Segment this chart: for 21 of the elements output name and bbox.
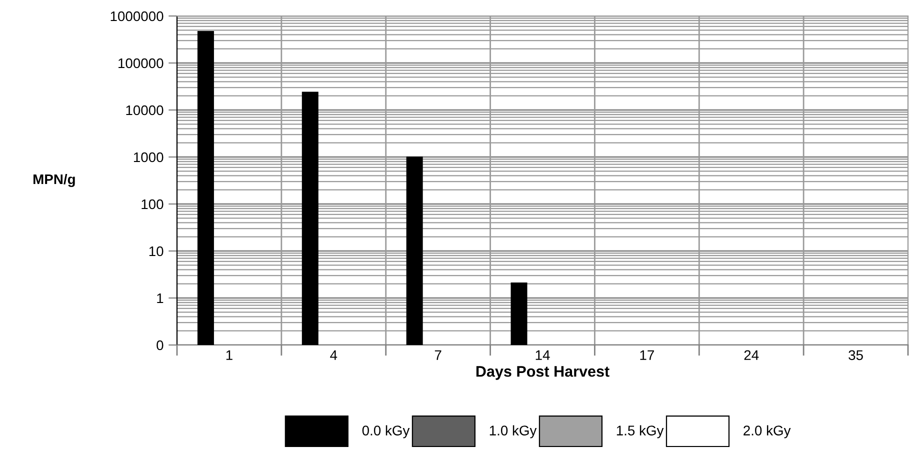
legend-label: 0.0 kGy bbox=[362, 425, 410, 438]
y-tick-label: 1000000 bbox=[110, 11, 164, 22]
x-tick-label: 7 bbox=[434, 350, 442, 360]
x-tick-label: 17 bbox=[640, 350, 654, 360]
y-tick-label: 10000 bbox=[126, 105, 164, 116]
y-tick-label: 10 bbox=[149, 246, 164, 256]
legend-label: 1.0 kGy bbox=[490, 425, 537, 438]
x-axis-title: Days Post Harvest bbox=[476, 366, 610, 380]
y-axis-title: MPN/g bbox=[34, 174, 75, 188]
x-tick-label: 4 bbox=[330, 350, 338, 360]
y-tick-label: 1000 bbox=[134, 152, 164, 162]
y-tick-label: 100 bbox=[142, 199, 164, 210]
y-tick-label: 0 bbox=[156, 340, 164, 350]
x-tick-label: 24 bbox=[744, 350, 759, 360]
y-tick-label: 1 bbox=[157, 293, 164, 304]
x-tick-label: 35 bbox=[848, 350, 863, 360]
x-tick-label: 14 bbox=[536, 350, 550, 360]
x-tick-label: 1 bbox=[226, 350, 232, 360]
y-tick-label: 100000 bbox=[118, 58, 164, 68]
legend-label: 2.0 kGy bbox=[744, 425, 791, 438]
legend-label: 1.5 kGy bbox=[616, 425, 664, 438]
